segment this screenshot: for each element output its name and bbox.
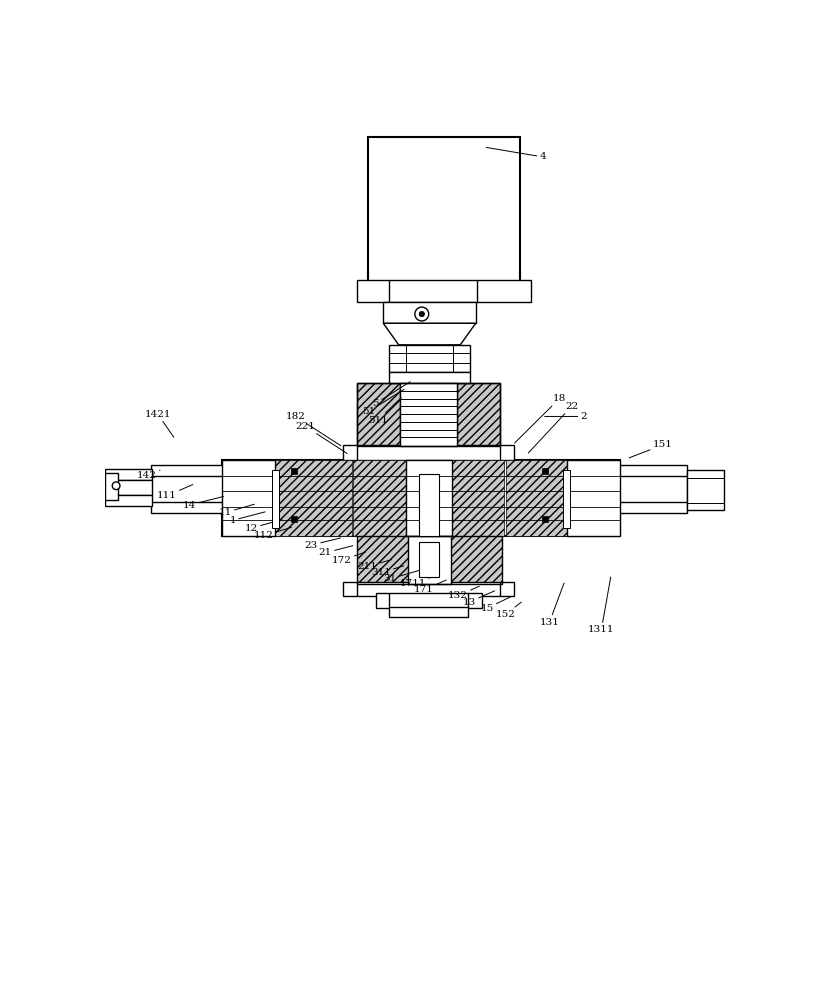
Bar <box>343 582 514 596</box>
Bar <box>104 469 152 480</box>
Bar <box>343 445 514 460</box>
Bar <box>407 536 450 584</box>
Bar <box>686 470 723 510</box>
Bar <box>222 460 619 536</box>
Text: 152: 152 <box>495 602 521 619</box>
Text: 1: 1 <box>229 512 265 525</box>
Bar <box>419 542 438 577</box>
Text: 15: 15 <box>480 597 509 613</box>
Bar <box>357 280 531 302</box>
Text: 51: 51 <box>362 389 404 416</box>
Bar <box>567 460 619 536</box>
Text: 311: 311 <box>370 566 403 577</box>
Text: 112: 112 <box>254 527 291 540</box>
Bar <box>389 372 469 383</box>
Text: 131: 131 <box>539 583 563 627</box>
Bar <box>400 383 457 446</box>
Text: 142: 142 <box>137 470 160 480</box>
Bar <box>541 468 547 474</box>
Text: 4: 4 <box>486 147 545 161</box>
Bar <box>357 536 501 584</box>
Text: 1421: 1421 <box>144 410 174 437</box>
Text: 1311: 1311 <box>587 577 614 634</box>
Text: 21: 21 <box>319 546 352 557</box>
Text: 132: 132 <box>447 586 479 600</box>
Bar <box>222 460 292 536</box>
Text: 22: 22 <box>527 402 577 453</box>
Bar <box>357 383 400 446</box>
Bar <box>222 460 274 536</box>
Bar <box>151 465 224 513</box>
Bar <box>450 536 501 584</box>
Bar <box>451 460 504 536</box>
Text: 172: 172 <box>332 552 364 565</box>
Text: 151: 151 <box>628 440 672 458</box>
Text: 171: 171 <box>414 580 446 594</box>
Text: 111: 111 <box>156 485 192 500</box>
Bar <box>382 302 475 323</box>
Text: 5: 5 <box>372 382 410 408</box>
Text: 31: 31 <box>382 570 419 583</box>
Circle shape <box>419 311 424 317</box>
Text: 14: 14 <box>183 496 224 510</box>
Bar <box>375 593 482 608</box>
Text: 12: 12 <box>244 520 282 533</box>
Text: 23: 23 <box>305 538 340 550</box>
Bar <box>389 345 469 372</box>
Text: 211: 211 <box>357 560 391 571</box>
Bar <box>368 137 520 282</box>
Polygon shape <box>382 323 475 345</box>
Bar <box>357 383 500 446</box>
Bar <box>389 607 468 617</box>
Bar <box>405 460 451 536</box>
Bar <box>541 516 547 522</box>
Bar <box>563 470 569 528</box>
Circle shape <box>112 482 120 490</box>
Text: 11: 11 <box>218 504 254 517</box>
Text: 2: 2 <box>544 412 586 421</box>
Bar <box>104 480 152 495</box>
Text: 13: 13 <box>462 591 494 607</box>
Bar <box>291 516 296 522</box>
Bar <box>618 465 686 513</box>
Text: 18: 18 <box>514 394 565 443</box>
Bar <box>457 383 500 446</box>
Bar <box>357 536 407 584</box>
Bar <box>104 473 118 500</box>
Text: 182: 182 <box>285 412 341 446</box>
Bar <box>104 495 152 506</box>
Bar <box>353 460 405 536</box>
Text: 1711: 1711 <box>399 575 437 588</box>
Bar <box>291 468 296 474</box>
Text: 221: 221 <box>295 422 346 453</box>
Bar <box>272 470 278 528</box>
Text: 511: 511 <box>368 398 400 425</box>
Bar <box>419 474 438 536</box>
Circle shape <box>414 307 428 321</box>
Bar <box>505 460 582 536</box>
Bar <box>274 460 351 536</box>
